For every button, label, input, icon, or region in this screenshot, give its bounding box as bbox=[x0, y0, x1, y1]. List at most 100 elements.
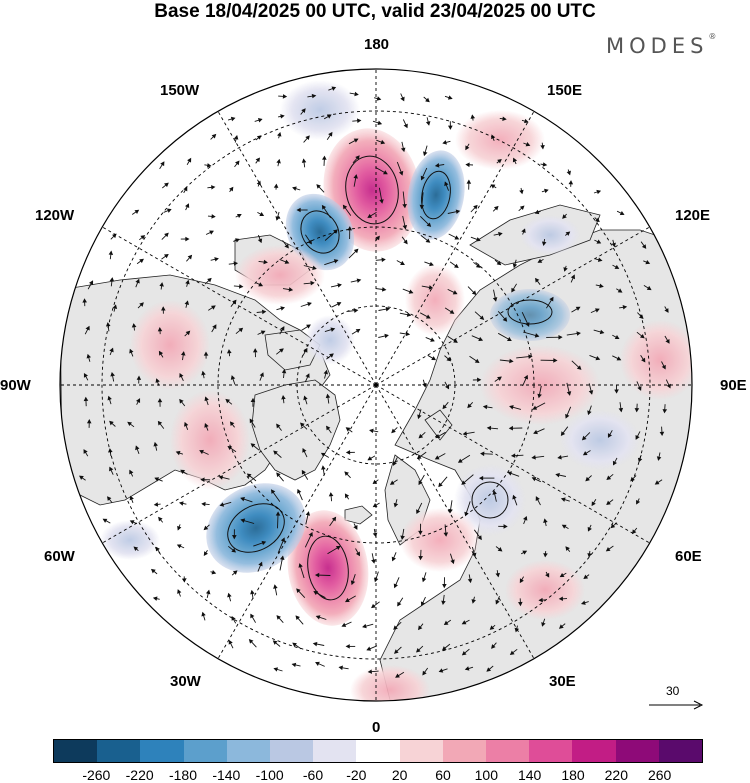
wind-vector-head bbox=[83, 449, 88, 454]
wind-vector-head bbox=[538, 597, 543, 603]
wind-vector-head bbox=[582, 451, 588, 456]
map-boundary bbox=[59, 68, 693, 702]
wind-vector-head bbox=[178, 501, 184, 506]
wind-vector-head bbox=[397, 601, 402, 607]
wind-vector-head bbox=[112, 233, 117, 239]
wind-vector-head bbox=[201, 501, 206, 507]
wind-vector-head bbox=[306, 324, 311, 329]
wind-vector-head bbox=[218, 475, 224, 480]
wind-vector-head bbox=[355, 155, 360, 160]
wind-vector-head bbox=[277, 131, 282, 137]
wind-vector-head bbox=[519, 189, 524, 195]
meridian-line bbox=[375, 226, 650, 386]
wind-vector-head bbox=[587, 553, 592, 558]
map-title: Base 18/04/2025 00 UTC, valid 23/04/2025… bbox=[154, 1, 596, 22]
wind-vector-head bbox=[112, 304, 118, 310]
wind-vector-head bbox=[607, 433, 612, 438]
wind-vector-head bbox=[558, 334, 563, 340]
wind-vector-head bbox=[594, 308, 600, 313]
wind-vector-head bbox=[465, 145, 470, 151]
wind-vector-field bbox=[79, 86, 671, 678]
wind-vector-head bbox=[203, 551, 208, 556]
wind-vector-head bbox=[157, 327, 163, 332]
wind-vector-head bbox=[606, 500, 611, 505]
wind-vector-head bbox=[619, 211, 625, 216]
wind-vector-head bbox=[337, 283, 342, 288]
wind-vector-head bbox=[392, 461, 397, 466]
wind-vector-head bbox=[522, 550, 528, 555]
reference-vector-value: 30 bbox=[666, 684, 680, 698]
wind-vector-head bbox=[314, 572, 320, 578]
wind-vector-head bbox=[154, 477, 160, 482]
wind-vector-head bbox=[430, 337, 435, 342]
wind-vector-head bbox=[185, 330, 191, 336]
wind-vector-head bbox=[616, 356, 622, 361]
wind-vector-head bbox=[353, 138, 359, 143]
wind-vector-head bbox=[86, 419, 92, 424]
wind-vector-head bbox=[418, 433, 424, 439]
wind-vector-head bbox=[457, 458, 463, 463]
wind-vector-head bbox=[232, 299, 237, 305]
wind-vector-head bbox=[325, 393, 331, 399]
wind-vector-head bbox=[477, 377, 482, 383]
wind-vector-head bbox=[206, 163, 212, 168]
wind-vector-head bbox=[385, 306, 391, 312]
wind-vector-head bbox=[326, 425, 331, 431]
wind-vector-head bbox=[166, 208, 172, 213]
wind-vector-head bbox=[471, 552, 477, 558]
wind-vector-head bbox=[510, 453, 516, 458]
wind-vector-head bbox=[406, 312, 412, 317]
wind-vector-head bbox=[418, 530, 423, 536]
label-lon-120e: 120E bbox=[675, 207, 711, 224]
wind-vector-head bbox=[211, 214, 216, 219]
wind-vector-head bbox=[438, 668, 444, 673]
wind-vector-head bbox=[452, 290, 458, 295]
wind-vector-head bbox=[384, 333, 389, 339]
wind-vector-head bbox=[400, 535, 405, 541]
wind-vector-head bbox=[580, 600, 586, 605]
wind-vector-head bbox=[140, 235, 146, 240]
wind-vector-head bbox=[199, 449, 204, 455]
wind-vector-head bbox=[566, 170, 571, 176]
wind-vector-head bbox=[301, 158, 307, 163]
wind-vector-head bbox=[525, 142, 531, 147]
wind-vector-head bbox=[662, 409, 668, 414]
wind-vector-head bbox=[356, 278, 362, 283]
wind-vector-head bbox=[281, 368, 287, 374]
label-lon-150e: 150E bbox=[547, 82, 583, 99]
wind-vector-head bbox=[211, 185, 216, 190]
wind-vector-head bbox=[109, 466, 114, 472]
wind-vector-head bbox=[160, 161, 165, 167]
wind-vector-head bbox=[545, 572, 550, 578]
wind-vector-head bbox=[273, 183, 279, 188]
wind-vector-head bbox=[465, 162, 470, 168]
wind-vector-head bbox=[558, 596, 563, 602]
wind-vector-head bbox=[402, 225, 408, 230]
wind-vector-head bbox=[417, 414, 422, 420]
wind-vector-head bbox=[345, 450, 351, 455]
wind-vector-head bbox=[330, 327, 336, 332]
meridian-line bbox=[217, 111, 377, 386]
wind-vector-head bbox=[371, 603, 376, 609]
wind-vector-head bbox=[308, 531, 313, 537]
wind-vector-head bbox=[187, 157, 192, 163]
wind-vector-head bbox=[434, 455, 440, 460]
wind-vector-head bbox=[284, 243, 289, 249]
wind-vector-head bbox=[209, 230, 214, 235]
label-lon-150w: 150W bbox=[160, 82, 200, 99]
wind-vector-head bbox=[444, 181, 449, 187]
wind-vector-head bbox=[622, 305, 628, 310]
wind-vector-head bbox=[276, 158, 281, 164]
wind-vector-head bbox=[599, 329, 605, 335]
wind-vector-head bbox=[445, 384, 450, 390]
wind-vector-head bbox=[310, 280, 315, 286]
wind-vector-head bbox=[455, 209, 461, 215]
label-lon-90e: 90E bbox=[720, 377, 747, 394]
wind-vector-head bbox=[549, 296, 554, 302]
wind-vector-head bbox=[240, 497, 245, 502]
wind-vector-head bbox=[565, 413, 570, 419]
wind-vector-head bbox=[595, 217, 600, 223]
wind-vector-head bbox=[635, 435, 640, 440]
wind-vector-head bbox=[301, 108, 306, 114]
wind-vector-head bbox=[599, 283, 604, 289]
